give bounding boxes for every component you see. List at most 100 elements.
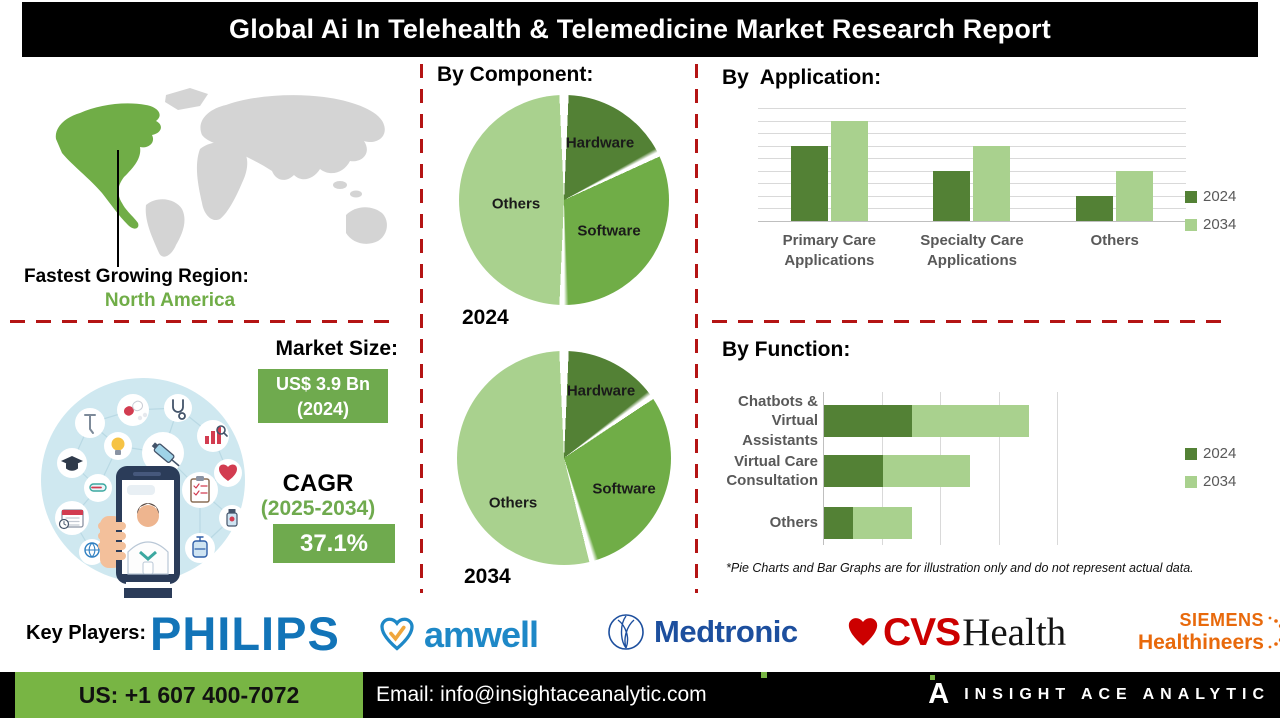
legend-swatch-2034 xyxy=(1185,218,1197,231)
siemens-healthineers-logo: SIEMENS Healthineers xyxy=(1118,610,1280,655)
stacked-bar-1 xyxy=(824,405,1029,437)
pie-slice-label-hardware: Hardware xyxy=(565,134,635,152)
calendar-icon xyxy=(55,501,89,535)
bar-group-2 xyxy=(933,145,1011,221)
map-island xyxy=(350,190,362,198)
component-pie-2024: Hardware Software Others xyxy=(459,95,669,305)
market-size-value: US$ 3.9 Bn xyxy=(275,374,371,394)
clipboard-icon xyxy=(182,472,218,508)
legend-label-2024: 2024 xyxy=(1203,445,1237,462)
market-size-value-box: US$ 3.9 Bn (2024) xyxy=(258,369,388,423)
thermometer-icon xyxy=(84,474,112,502)
bar-2024 xyxy=(790,145,828,221)
bar-groups xyxy=(758,109,1186,221)
footer-email: Email: info@insightaceanalytic.com xyxy=(376,683,707,706)
application-category-labels: Primary Care Applications Specialty Care … xyxy=(758,231,1186,272)
map-greenland xyxy=(165,88,208,110)
title-bar: Global Ai In Telehealth & Telemedicine M… xyxy=(22,2,1258,57)
application-heading: By Application: xyxy=(722,66,882,89)
amwell-wordmark: amwell xyxy=(424,614,539,655)
gridline xyxy=(758,120,1186,122)
medicine-bottle-icon xyxy=(219,505,245,531)
map-pointer-line xyxy=(117,150,119,267)
logo-letter: A xyxy=(928,678,950,710)
health-wordmark: Health xyxy=(962,611,1067,654)
bar-2034 xyxy=(973,145,1011,221)
key-players-label: Key Players: xyxy=(26,622,147,644)
medtronic-logo: Medtronic xyxy=(606,612,798,652)
brand-name: INSIGHT ACE ANALYTIC xyxy=(964,686,1270,703)
syringe-icon xyxy=(142,432,184,474)
gridline xyxy=(758,145,1186,147)
segment-2024 xyxy=(824,507,854,539)
cvs-wordmark: CVS xyxy=(883,610,961,654)
hand-holding-phone xyxy=(98,466,180,598)
gridline xyxy=(758,133,1186,135)
map-africa xyxy=(196,142,248,221)
legend-item-2024: 2024 xyxy=(1185,445,1236,462)
philips-logo: PHILIPS xyxy=(150,607,340,660)
key-players-section: Key Players: PHILIPS amwell Medtronic CV… xyxy=(0,598,1280,668)
gridline xyxy=(758,158,1186,160)
bar-group-3 xyxy=(1076,170,1154,221)
bar-group-1 xyxy=(790,120,868,221)
siemens-dots-icon xyxy=(1268,616,1280,649)
gridline xyxy=(1057,392,1058,545)
legend-label-2034: 2034 xyxy=(1203,473,1237,490)
heart-icon xyxy=(214,459,242,487)
phone-doctor-illustration xyxy=(41,378,245,598)
pie-slice-label-others: Others xyxy=(488,494,538,512)
legend-item-2034: 2034 xyxy=(1185,473,1236,490)
cagr-value-box: 37.1% xyxy=(273,524,395,563)
stacked-bar-3 xyxy=(824,507,912,539)
stethoscope-icon xyxy=(164,394,192,422)
market-size-heading: Market Size: xyxy=(275,337,398,360)
amwell-logo: amwell xyxy=(378,614,539,656)
gridline xyxy=(998,392,1000,545)
footer-green-tick xyxy=(761,672,767,678)
siemens-wordmark: SIEMENS xyxy=(1179,610,1264,630)
segment-2034 xyxy=(853,507,912,539)
map-australia xyxy=(346,207,387,244)
footer-phone: US: +1 607 400-7072 xyxy=(15,672,363,718)
gridline xyxy=(758,108,1186,109)
component-heading: By Component: xyxy=(437,63,594,86)
pie-slice-label-software: Software xyxy=(577,222,641,240)
footer-bar: US: +1 607 400-7072 Email: info@insighta… xyxy=(0,672,1280,718)
pie-year-2024: 2024 xyxy=(462,306,509,329)
category-label-1: Primary Care Applications xyxy=(782,232,877,270)
legend-label-2024: 2024 xyxy=(1203,188,1237,205)
map-north-america xyxy=(55,103,161,229)
segment-2024 xyxy=(824,405,912,437)
red-dashed-divider-v1 xyxy=(420,64,423,593)
legend-item-2034: 2034 xyxy=(1185,216,1236,233)
map-south-america xyxy=(145,199,185,257)
category-label-2: Virtual Care Consultation xyxy=(726,452,818,490)
pie-slice-label-hardware: Hardware xyxy=(566,382,636,400)
cvs-heart-icon xyxy=(848,617,878,646)
pie-slice-label-software: Software xyxy=(592,480,656,498)
legend-swatch-2024 xyxy=(1185,190,1197,203)
gridline xyxy=(758,183,1186,185)
page-title: Global Ai In Telehealth & Telemedicine M… xyxy=(229,14,1051,44)
illustration-disclaimer: *Pie Charts and Bar Graphs are for illus… xyxy=(726,561,1194,575)
category-label-3: Others xyxy=(1090,232,1139,249)
segment-2034 xyxy=(911,405,1029,437)
iv-bag-icon xyxy=(185,533,215,563)
component-pie-2034: Hardware Software Others xyxy=(457,351,671,565)
cvs-health-logo: CVS Health xyxy=(845,610,1066,655)
segment-2034 xyxy=(882,455,971,487)
category-label-2: Specialty Care Applications xyxy=(920,232,1024,270)
legend-label-2034: 2034 xyxy=(1203,216,1237,233)
bulb-icon xyxy=(104,432,132,460)
insightace-brand: A INSIGHT ACE ANALYTIC xyxy=(926,672,1270,718)
world-map xyxy=(55,88,387,257)
legend-swatch-2034 xyxy=(1185,475,1197,488)
legend-swatch-2024 xyxy=(1185,447,1197,460)
region-value: North America xyxy=(104,290,236,311)
application-bar-chart xyxy=(758,108,1186,222)
doctor-face xyxy=(137,505,159,527)
gridline xyxy=(758,170,1186,172)
category-label-1: Chatbots & Virtual Assistants xyxy=(738,392,818,449)
